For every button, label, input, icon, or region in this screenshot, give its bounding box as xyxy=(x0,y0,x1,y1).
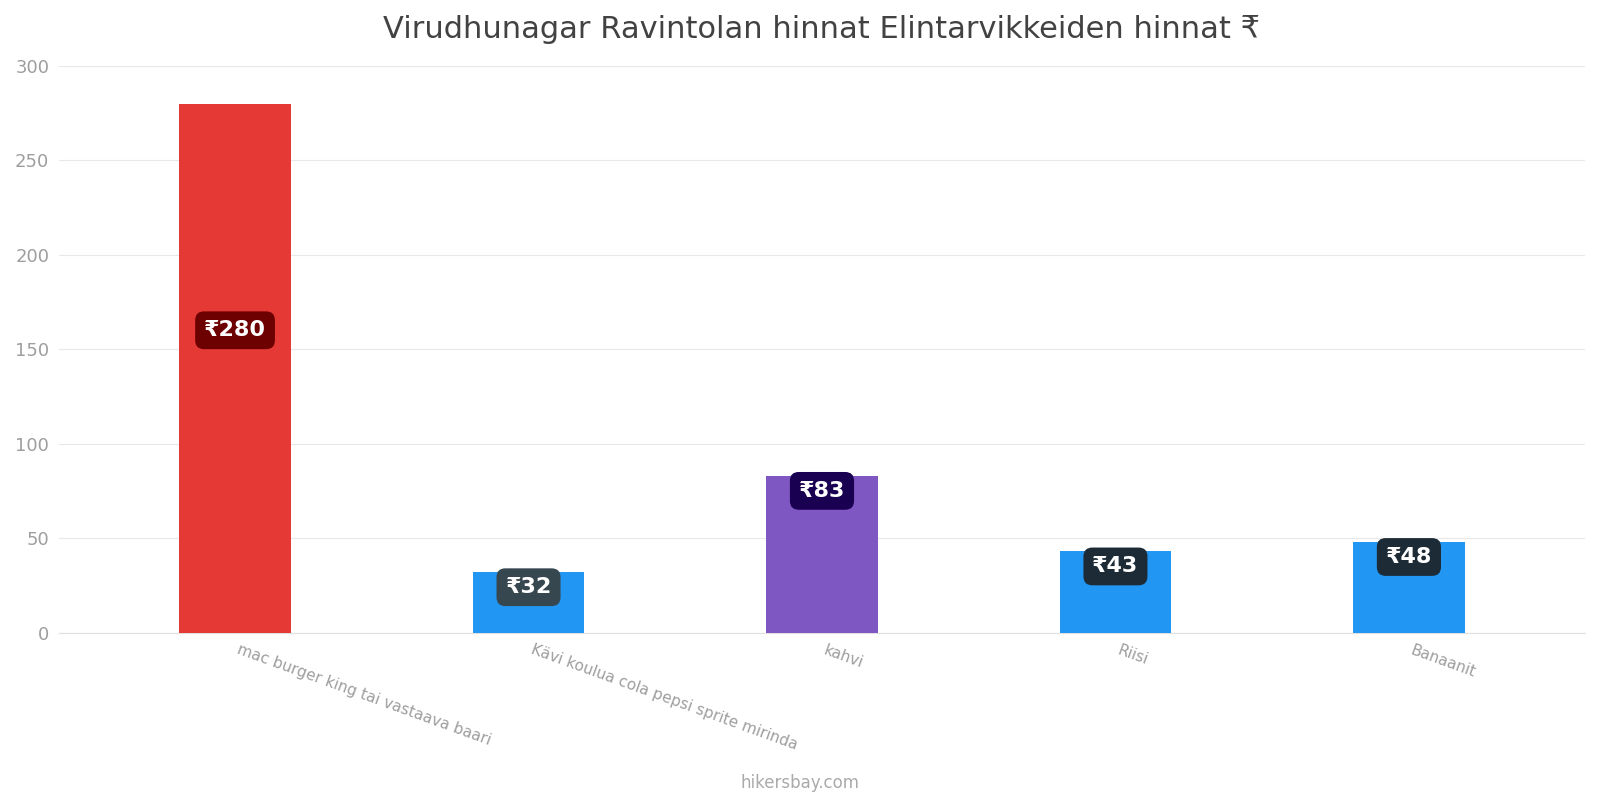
Text: ₹280: ₹280 xyxy=(205,320,266,340)
Text: ₹48: ₹48 xyxy=(1386,547,1432,567)
Bar xyxy=(766,476,878,633)
Text: hikersbay.com: hikersbay.com xyxy=(741,774,859,792)
Text: ₹32: ₹32 xyxy=(506,578,552,598)
Bar xyxy=(472,572,584,633)
Text: ₹83: ₹83 xyxy=(798,481,845,501)
Bar xyxy=(179,103,291,633)
Bar xyxy=(1059,551,1171,633)
Text: ₹43: ₹43 xyxy=(1093,557,1139,577)
Bar xyxy=(1354,542,1464,633)
Title: Virudhunagar Ravintolan hinnat Elintarvikkeiden hinnat ₹: Virudhunagar Ravintolan hinnat Elintarvi… xyxy=(384,15,1261,44)
